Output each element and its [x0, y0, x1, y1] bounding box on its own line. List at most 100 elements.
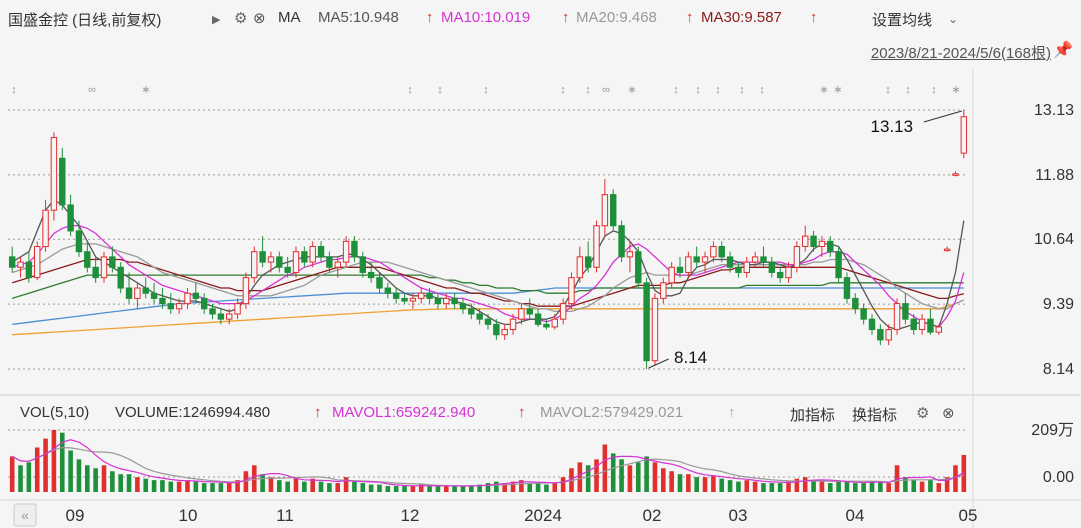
candle	[568, 277, 575, 305]
volume-header: VOL(5,10) VOLUME:1246994.480 ↑ MAVOL1:65…	[0, 400, 1081, 426]
candle	[50, 137, 58, 211]
stock-name[interactable]: 国盛金控 (日线,前复权)	[8, 12, 162, 29]
date-range[interactable]: 2023/8/21-2024/5/6(168根)	[870, 45, 1051, 62]
expand-arrow-icon[interactable]: ▶	[212, 14, 221, 26]
candle	[776, 271, 784, 279]
price-tick-label: 13.13	[1034, 102, 1074, 119]
switch-indicator-button[interactable]: 换指标	[852, 407, 898, 424]
candle	[852, 297, 859, 310]
ma-settings-button[interactable]: 设置均线	[872, 12, 933, 29]
add-indicator-button[interactable]: 加指标	[790, 407, 836, 424]
candle	[351, 240, 358, 258]
candle	[84, 251, 91, 268]
candle	[793, 246, 801, 268]
volume-bar	[327, 483, 332, 492]
volume-bar	[260, 474, 265, 492]
candle	[651, 297, 659, 362]
volume-value: VOLUME:1246994.480	[115, 404, 271, 421]
candle	[92, 266, 99, 279]
candle	[910, 318, 917, 331]
candle	[618, 225, 625, 258]
scroll-left-button[interactable]	[13, 503, 37, 527]
volume-bar	[853, 483, 858, 492]
event-marker-icon: ∞	[88, 84, 96, 96]
volume-bar	[711, 475, 716, 492]
event-marker-icon: ↕	[673, 84, 679, 96]
candle	[451, 297, 458, 305]
volume-bar	[544, 484, 549, 492]
indicator-gear-icon[interactable]: ⚙	[916, 405, 930, 422]
mavol2-arrow-icon: ↑	[728, 404, 736, 421]
volume-bar	[585, 465, 591, 492]
candle	[401, 297, 408, 302]
x-tick-label: 11	[276, 506, 294, 525]
volume-bar	[101, 465, 107, 492]
indicator-close-icon[interactable]: ⊗	[942, 405, 955, 422]
pin-icon[interactable]: 📌	[1053, 42, 1073, 59]
volume-bar	[435, 486, 441, 492]
candle	[192, 292, 200, 299]
x-tick-label: 09	[66, 506, 85, 525]
x-tick-label: 10	[179, 506, 198, 525]
candle	[501, 329, 508, 336]
volume-bar	[836, 481, 841, 492]
volume-bar	[577, 462, 583, 492]
volume-bar	[911, 480, 917, 492]
candle	[409, 297, 417, 302]
volume-bar	[176, 481, 182, 492]
candle	[142, 287, 149, 294]
event-marker-icon: ∗	[833, 84, 842, 96]
event-marker-icon: ↕	[759, 84, 765, 96]
volume-bar	[410, 486, 416, 492]
candle	[559, 303, 567, 320]
candle	[34, 246, 41, 279]
volume-bar	[110, 471, 115, 492]
ma30-value: MA30:9.587	[701, 9, 782, 26]
volume-bar	[919, 481, 925, 492]
volume-bar	[953, 465, 958, 492]
volume-bar	[694, 477, 699, 492]
volume-bar	[936, 483, 942, 492]
gear-icon[interactable]: ⚙	[234, 10, 248, 27]
volume-bar	[627, 465, 633, 492]
candle	[134, 287, 141, 299]
candle	[551, 318, 558, 328]
volume-bar	[310, 478, 315, 492]
ma5-line	[11, 198, 965, 331]
volume-bar	[619, 459, 624, 492]
candle	[242, 277, 250, 305]
volume-bar	[293, 478, 299, 492]
event-marker-icon: ↕	[905, 84, 911, 96]
candle	[334, 261, 341, 268]
low-annotation-pointer	[648, 358, 669, 369]
candle	[392, 292, 400, 299]
candle	[42, 209, 49, 248]
volume-bar	[519, 480, 524, 492]
candle	[484, 318, 492, 325]
volume-bar	[285, 481, 290, 492]
candle	[267, 256, 275, 263]
candle	[785, 266, 792, 279]
candle	[543, 323, 550, 328]
candle	[167, 303, 174, 310]
volume-bar	[777, 483, 783, 492]
volume-bar	[886, 483, 891, 492]
candle	[593, 225, 600, 268]
close-icon[interactable]: ⊗	[253, 10, 266, 27]
candle	[301, 251, 308, 263]
chevron-down-icon[interactable]: ⌄	[948, 12, 959, 26]
volume-bar	[43, 438, 48, 492]
volume-bar	[819, 481, 825, 492]
candle	[526, 308, 533, 315]
volume-bar	[727, 480, 733, 492]
ma-label: MA	[278, 9, 301, 26]
volume-bar	[944, 477, 950, 492]
volume-bar	[719, 478, 725, 492]
candle	[718, 246, 725, 258]
candle	[359, 256, 366, 273]
candle	[426, 292, 433, 299]
volume-bar	[485, 483, 491, 492]
volume-bar	[602, 444, 608, 492]
volume-bar	[243, 471, 249, 492]
